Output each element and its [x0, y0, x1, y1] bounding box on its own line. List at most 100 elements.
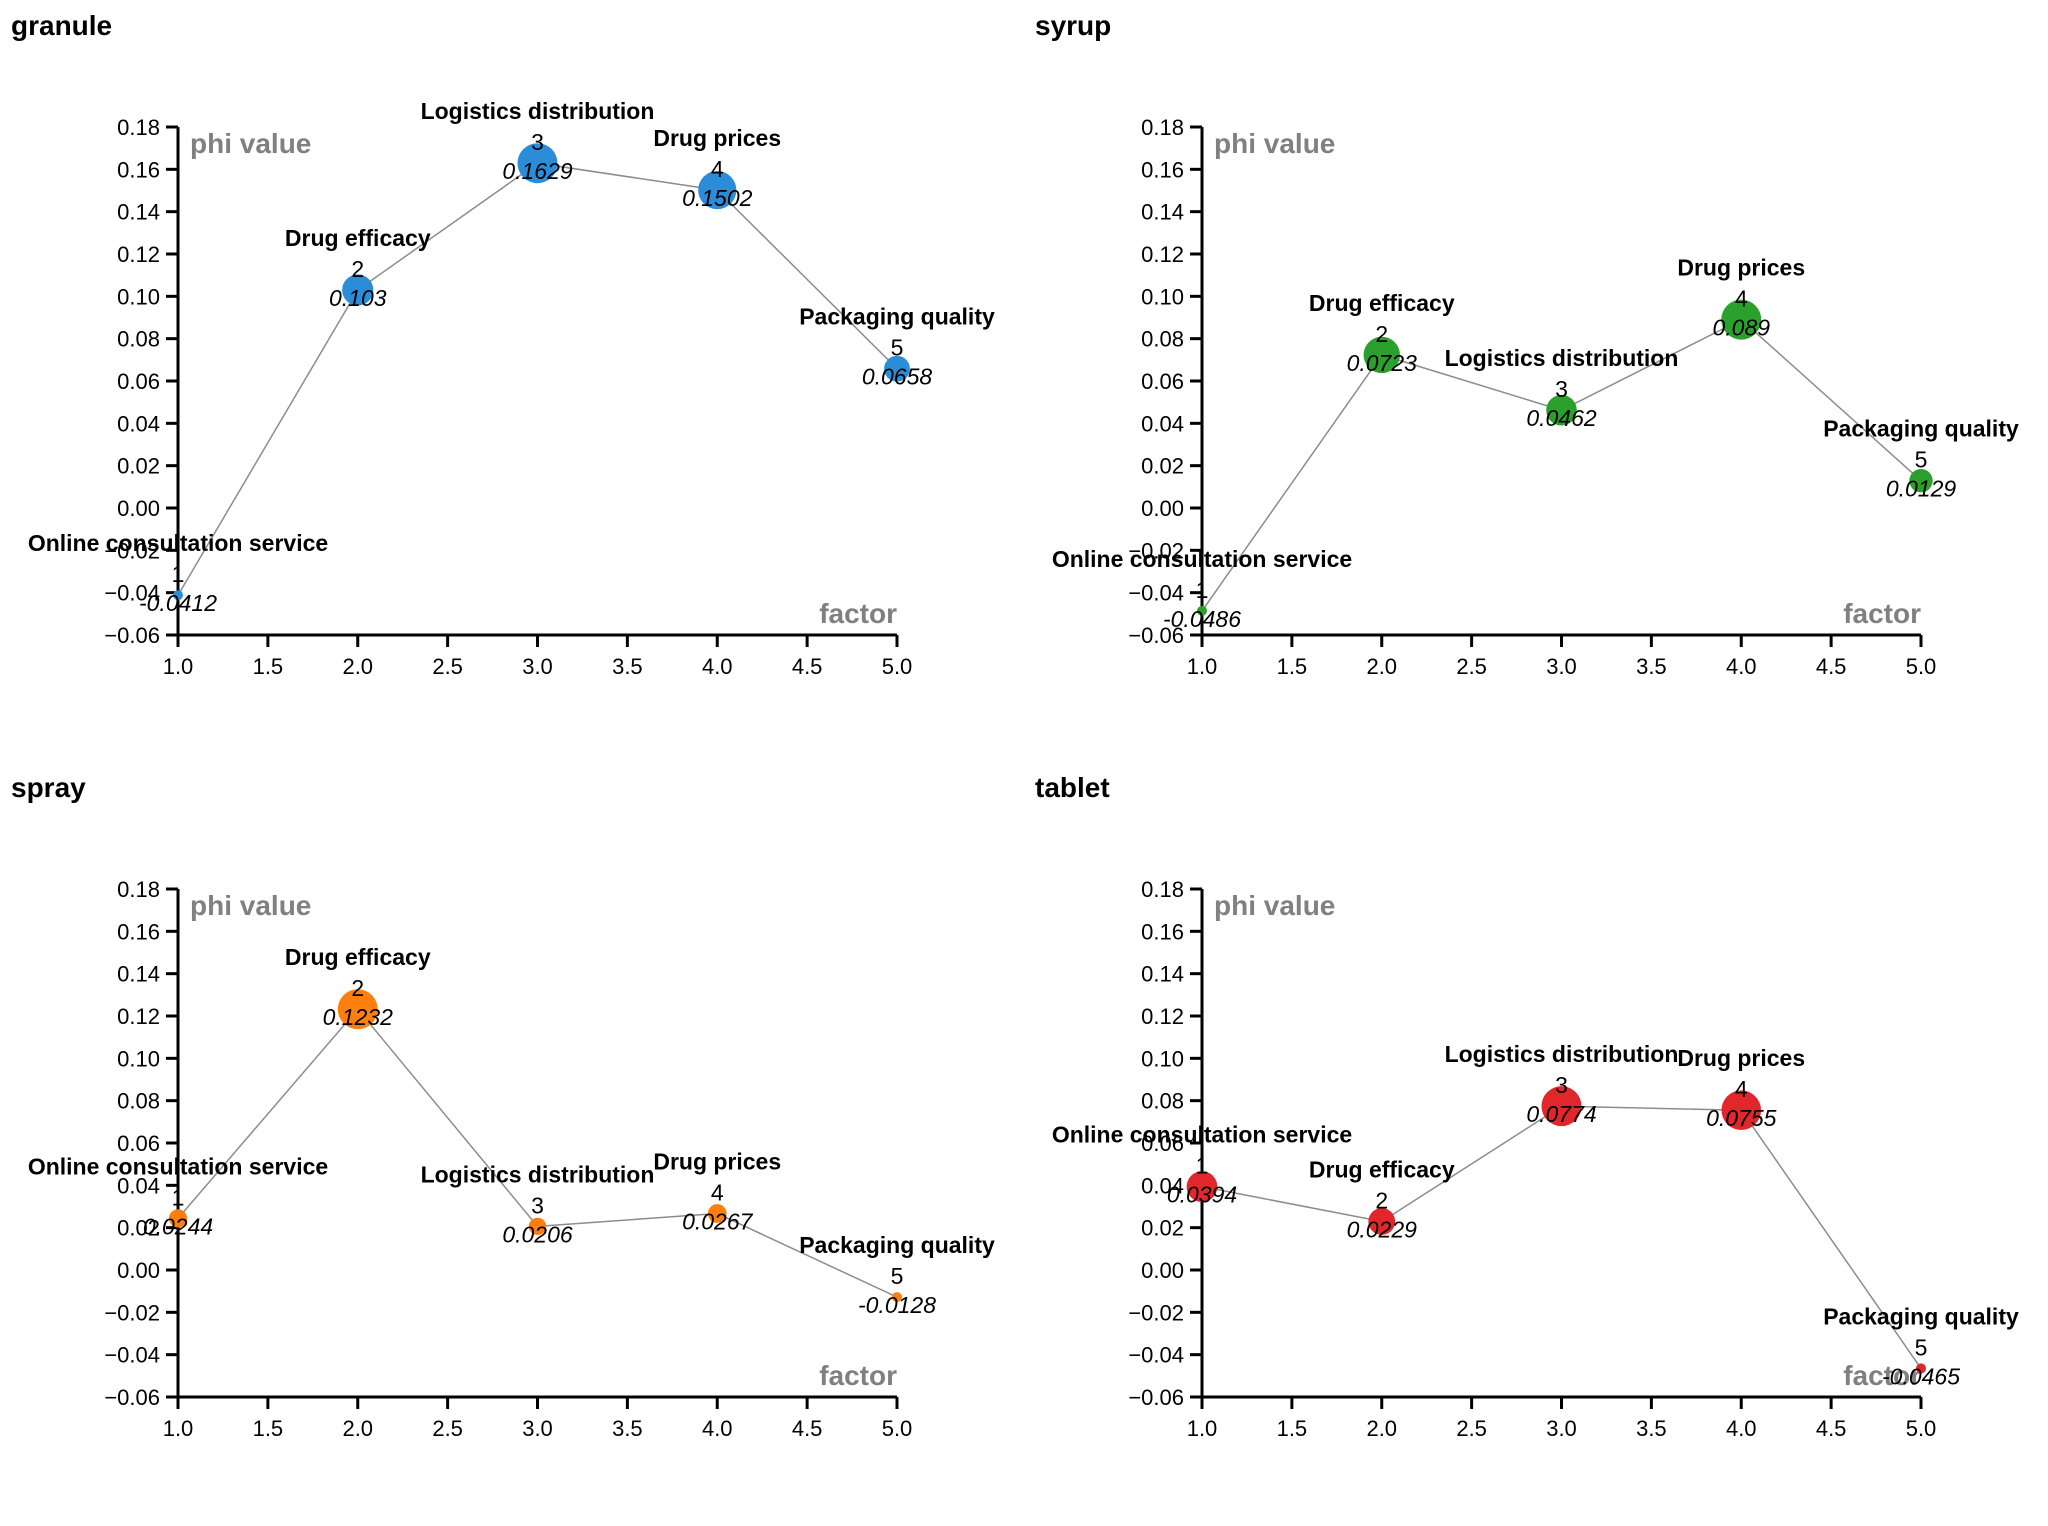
x-tick-label: 4.0	[1726, 654, 1757, 679]
y-tick-label: 0.10	[1141, 284, 1184, 309]
data-point	[168, 1209, 188, 1228]
y-tick-label: 0.10	[1141, 1046, 1184, 1071]
x-tick-label: 4.5	[792, 654, 823, 679]
x-tick-label: 5.0	[882, 1416, 913, 1441]
chart-panel-spray: spray 0.18 0.16 0.14 0.12 0.10 0.08 0.06 0.04 0.0…	[11, 772, 995, 1441]
y-tick-label: 0.08	[1141, 1089, 1184, 1114]
x-tick-label: 2.0	[1366, 654, 1397, 679]
data-point	[1721, 1090, 1762, 1130]
x-axis-title: factor	[1843, 598, 1921, 629]
y-tick-label: 0.14	[117, 962, 160, 987]
point-rank-label: 5	[1915, 1334, 1928, 1360]
point-value-label: 0.0462	[1526, 405, 1597, 431]
point-rank-label: 2	[1375, 1188, 1388, 1214]
y-tick-label: 0.12	[117, 1004, 160, 1029]
x-tick-label: 2.0	[342, 1416, 373, 1441]
x-tick-label: 3.5	[1636, 1416, 1667, 1441]
x-tick-label: 2.5	[432, 654, 463, 679]
x-tick-label: 3.0	[522, 1416, 553, 1441]
point-rank-label: 5	[891, 335, 904, 361]
data-point	[698, 170, 737, 210]
y-tick-label: 0.04	[1141, 411, 1184, 436]
data-point	[892, 1292, 902, 1303]
x-tick-label: 4.0	[1726, 1416, 1757, 1441]
data-point	[337, 989, 378, 1030]
point-name-label: Logistics distribution	[1445, 345, 1679, 371]
x-axis-title: factor	[1843, 1360, 1921, 1391]
y-tick-label: 0.02	[117, 454, 160, 479]
point-name-label: Packaging quality	[1823, 416, 2019, 442]
x-tick-label: 1.5	[253, 1416, 284, 1441]
data-point	[1186, 1171, 1218, 1203]
x-tick-label: 1.0	[163, 654, 194, 679]
y-tick-label: 0.12	[1141, 1004, 1184, 1029]
y-tick-label: 0.04	[117, 411, 160, 436]
y-tick-label: 0.08	[117, 327, 160, 352]
y-tick-label: 0.14	[1141, 962, 1184, 987]
point-rank-label: 5	[891, 1263, 904, 1289]
point-rank-label: 3	[531, 129, 544, 155]
y-tick-label: −0.06	[1128, 1385, 1184, 1410]
y-tick-label: 0.16	[117, 919, 160, 944]
point-name-label: Drug prices	[1677, 1045, 1805, 1071]
x-tick-label: 2.5	[432, 1416, 463, 1441]
point-name-label: Logistics distribution	[421, 1161, 655, 1187]
point-rank-label: 5	[1915, 447, 1928, 473]
y-tick-label: 0.18	[117, 115, 160, 140]
data-point	[1916, 1363, 1926, 1374]
point-rank-label: 4	[711, 156, 724, 182]
y-tick-label: 0.14	[117, 200, 160, 225]
data-point	[342, 274, 374, 306]
point-value-label: 0.1502	[682, 185, 753, 211]
data-point	[884, 355, 910, 382]
y-tick-label: 0.08	[117, 1089, 160, 1114]
data-point	[1721, 299, 1762, 340]
y-tick-label: 0.00	[1141, 496, 1184, 521]
point-value-label: -0.0128	[858, 1292, 936, 1318]
point-name-label: Logistics distribution	[1445, 1041, 1679, 1067]
point-rank-label: 1	[172, 1184, 185, 1210]
point-value-label: -0.0412	[139, 590, 217, 616]
data-point	[1363, 336, 1400, 374]
point-rank-label: 1	[1196, 577, 1209, 603]
x-axis-title: factor	[819, 598, 897, 629]
x-tick-label: 3.0	[522, 654, 553, 679]
y-tick-label: 0.06	[117, 369, 160, 394]
panel-title: tablet	[1035, 772, 1110, 803]
y-axis-title: phi value	[1214, 890, 1335, 921]
y-tick-label: 0.10	[117, 1046, 160, 1071]
x-tick-label: 3.0	[1546, 654, 1577, 679]
data-point	[1546, 394, 1577, 426]
data-point	[528, 1217, 547, 1236]
y-tick-label: −0.04	[1128, 1343, 1184, 1368]
y-tick-label: 0.00	[1141, 1258, 1184, 1283]
point-name-label: Packaging quality	[1823, 1303, 2019, 1329]
point-value-label: 0.0755	[1706, 1105, 1777, 1131]
point-value-label: 0.0658	[862, 364, 933, 390]
chart-panel-syrup: syrup 0.18 0.16 0.14 0.12 0.10 0.08 0.06 0.04 0.0…	[1035, 10, 2019, 679]
y-tick-label: −0.06	[104, 1385, 160, 1410]
x-tick-label: 3.5	[612, 654, 643, 679]
y-tick-label: 0.00	[117, 496, 160, 521]
x-tick-label: 1.0	[1187, 1416, 1218, 1441]
y-axis-title: phi value	[190, 128, 311, 159]
y-tick-label: 0.02	[117, 1216, 160, 1241]
point-name-label: Online consultation service	[1052, 546, 1352, 572]
point-name-label: Drug efficacy	[1309, 1157, 1455, 1183]
point-value-label: 0.1629	[502, 158, 573, 184]
y-tick-label: −0.02	[1128, 1300, 1184, 1325]
y-tick-label: 0.12	[1141, 242, 1184, 267]
point-rank-label: 3	[531, 1192, 544, 1218]
point-name-label: Drug efficacy	[285, 225, 431, 251]
point-name-label: Drug prices	[653, 125, 781, 151]
y-tick-label: 0.12	[117, 242, 160, 267]
y-tick-label: 0.16	[117, 157, 160, 182]
point-rank-label: 4	[1735, 1076, 1748, 1102]
y-tick-label: 0.04	[1141, 1173, 1184, 1198]
y-tick-label: 0.18	[117, 877, 160, 902]
y-tick-label: −0.04	[104, 1343, 160, 1368]
point-value-label: 0.0229	[1347, 1217, 1418, 1243]
x-tick-label: 4.0	[702, 654, 733, 679]
point-value-label: -0.0486	[1163, 606, 1241, 632]
point-value-label: 0.0774	[1526, 1101, 1596, 1127]
